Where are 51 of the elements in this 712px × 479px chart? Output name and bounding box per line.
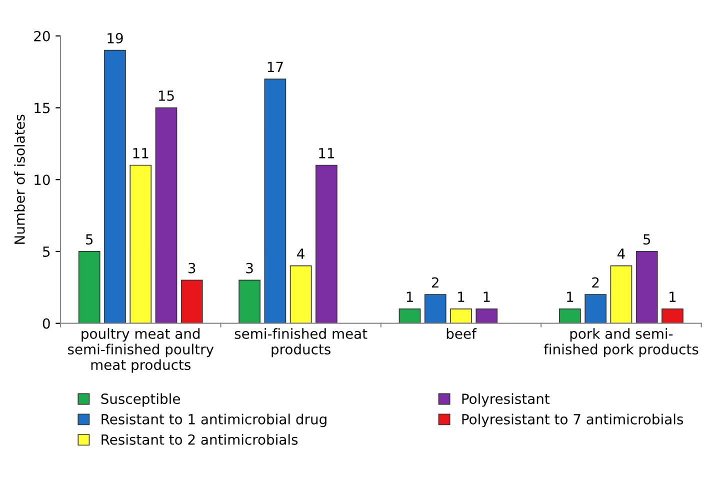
data-label: 2 bbox=[432, 277, 438, 288]
bar bbox=[238, 280, 260, 324]
bar bbox=[180, 280, 203, 324]
data-label: 3 bbox=[188, 262, 196, 274]
x-tick-label: poultry meat and semi-finished poultry meat products bbox=[68, 328, 214, 373]
legend-label: Polyresistant to 7 antimicrobials bbox=[462, 414, 684, 428]
bar bbox=[559, 308, 581, 324]
x-tick-label: semi-finished meat products bbox=[234, 328, 368, 358]
data-label: 4 bbox=[617, 248, 625, 259]
x-tick-label: pork and semi- finished pork products bbox=[544, 328, 698, 358]
bar bbox=[264, 78, 286, 324]
data-label: 1 bbox=[406, 292, 413, 302]
legend-label: Resistant to 1 antimicrobial drug bbox=[102, 414, 326, 428]
bar bbox=[636, 251, 658, 324]
bar bbox=[476, 308, 498, 324]
data-label: 3 bbox=[246, 262, 253, 274]
bar bbox=[450, 308, 472, 324]
data-label: 5 bbox=[644, 234, 650, 245]
bar bbox=[78, 251, 100, 324]
data-label: 1 bbox=[458, 292, 464, 302]
data-label: 17 bbox=[268, 62, 283, 72]
data-label: 19 bbox=[108, 32, 123, 44]
y-tick-label: 0 bbox=[42, 318, 50, 329]
bar bbox=[398, 308, 421, 324]
bar bbox=[424, 294, 446, 324]
bar bbox=[290, 265, 312, 324]
y-tick-label: 10 bbox=[34, 174, 50, 186]
data-label: 11 bbox=[133, 148, 148, 158]
bar bbox=[610, 265, 632, 324]
data-label: 2 bbox=[592, 277, 599, 288]
y-axis-title: Number of isolates bbox=[14, 114, 25, 244]
y-tick-label: 5 bbox=[43, 246, 50, 257]
x-tick-label: beef bbox=[446, 328, 477, 339]
bar bbox=[130, 164, 152, 324]
legend-label: Resistant to 2 antimicrobials bbox=[102, 434, 298, 445]
data-label: 15 bbox=[158, 90, 174, 101]
bar bbox=[584, 294, 607, 324]
legend-label: Susceptible bbox=[101, 393, 180, 407]
y-tick-label: 15 bbox=[34, 102, 50, 114]
bar bbox=[316, 164, 338, 324]
data-label: 1 bbox=[567, 292, 574, 302]
y-tick-label: 20 bbox=[34, 30, 50, 42]
data-label: 1 bbox=[484, 292, 490, 302]
data-label: 11 bbox=[319, 148, 334, 158]
legend-label: Polyresistant bbox=[462, 393, 550, 407]
data-label: 4 bbox=[297, 248, 304, 259]
data-label: 1 bbox=[670, 292, 676, 302]
bar bbox=[662, 308, 684, 324]
bar bbox=[104, 50, 126, 324]
data-label: 5 bbox=[86, 234, 93, 245]
bar bbox=[155, 107, 178, 324]
